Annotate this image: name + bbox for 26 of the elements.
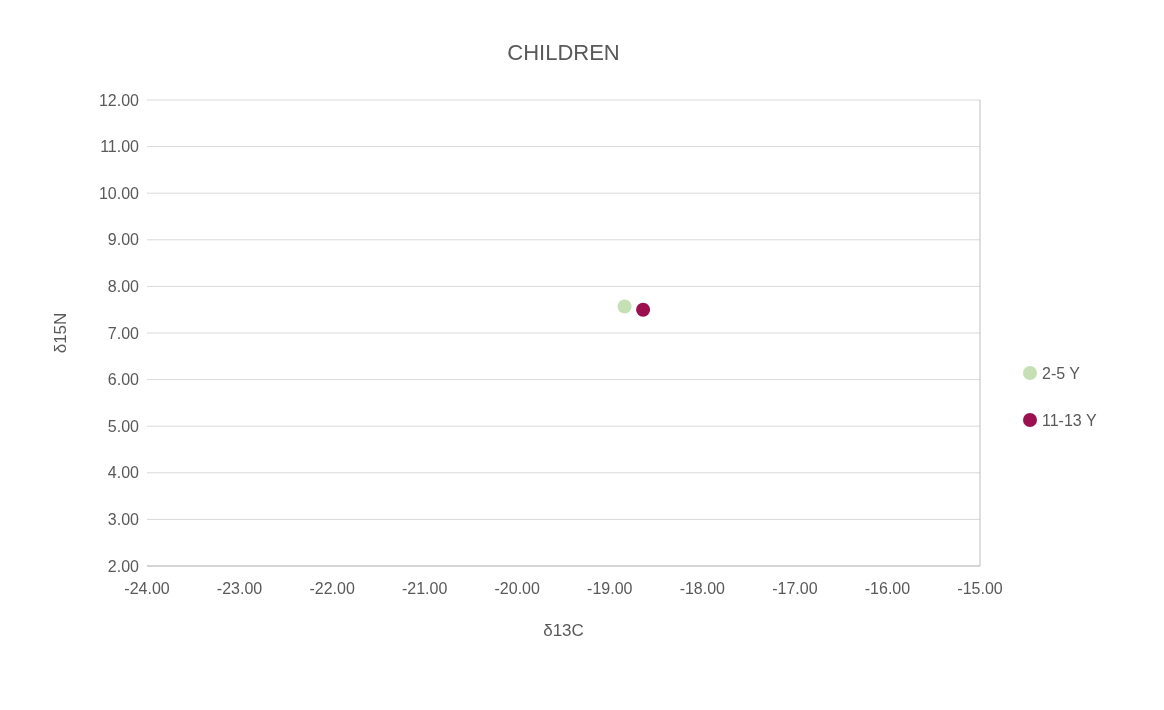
x-tick-label: -17.00 — [772, 580, 818, 597]
y-tick-label: 6.00 — [107, 371, 140, 389]
x-tick-label: -20.00 — [494, 580, 540, 597]
x-tick-label: -19.00 — [587, 580, 633, 597]
x-axis-title: δ13C — [543, 621, 584, 640]
y-tick-label: 8.00 — [107, 278, 140, 295]
legend-label: 11-13 Y — [1042, 411, 1097, 429]
x-tick-label: -24.00 — [124, 580, 170, 597]
x-tick-label: -16.00 — [864, 580, 911, 597]
y-tick-label: 2.00 — [107, 557, 140, 575]
y-tick-label: 12.00 — [98, 91, 140, 109]
x-tick-label: -21.00 — [401, 580, 448, 597]
y-tick-label: 3.00 — [107, 511, 140, 528]
y-tick-label: 11.00 — [100, 138, 140, 156]
chart-title: CHILDREN — [507, 40, 620, 65]
y-axis-title: δ15N — [51, 312, 70, 354]
x-tick-label: -22.00 — [309, 580, 355, 597]
legend-label: 2-5 Y — [1042, 364, 1081, 382]
y-tick-label: 4.00 — [107, 464, 140, 482]
y-tick-label: 9.00 — [107, 231, 140, 249]
y-tick-label: 5.00 — [107, 417, 140, 435]
y-tick-label: 10.00 — [98, 184, 140, 202]
y-tick-label: 7.00 — [107, 324, 140, 342]
x-tick-label: -23.00 — [216, 580, 263, 597]
x-tick-label: -15.00 — [957, 580, 1003, 597]
x-tick-label: -18.00 — [679, 580, 726, 597]
